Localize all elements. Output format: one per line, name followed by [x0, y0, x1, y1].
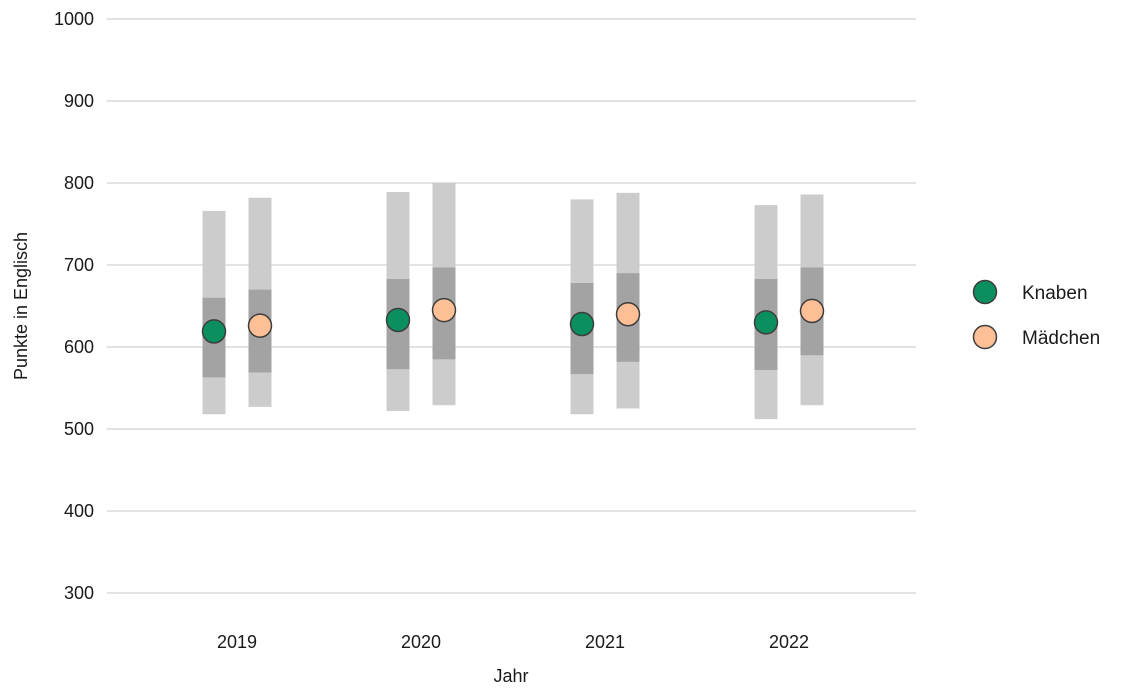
data-points — [201, 297, 825, 344]
range-bars — [202, 183, 824, 420]
gridlines — [107, 18, 916, 594]
x-tick-label: 2021 — [585, 632, 625, 652]
data-point — [247, 313, 273, 338]
y-tick-label: 800 — [64, 173, 94, 193]
legend-label: Mädchen — [1022, 328, 1100, 349]
legend-marker — [972, 279, 998, 305]
data-point — [569, 311, 595, 337]
data-point — [201, 319, 227, 344]
legend: Knaben Mädchen — [972, 279, 1100, 350]
y-tick-label: 400 — [64, 501, 94, 521]
data-point — [431, 297, 457, 323]
data-point — [615, 301, 641, 327]
x-tick-label: 2022 — [769, 632, 809, 652]
x-tick-label: 2019 — [217, 632, 257, 652]
legend-label: Knaben — [1022, 283, 1088, 304]
y-tick-label: 500 — [64, 419, 94, 439]
y-tick-label: 900 — [64, 91, 94, 111]
data-point — [753, 310, 779, 335]
x-tick-labels: 2019 2020 2021 2022 — [217, 632, 809, 652]
y-tick-label: 300 — [64, 583, 94, 603]
y-tick-label: 600 — [64, 337, 94, 357]
data-point — [799, 298, 825, 324]
y-axis-title: Punkte in Englisch — [11, 232, 31, 380]
y-tick-labels: 300 400 500 600 700 800 900 1000 — [54, 9, 94, 603]
legend-marker — [972, 324, 998, 350]
data-point — [385, 307, 411, 333]
x-tick-label: 2020 — [401, 632, 441, 652]
y-tick-label: 700 — [64, 255, 94, 275]
x-axis-title: Jahr — [493, 666, 528, 686]
y-tick-label: 1000 — [54, 9, 94, 29]
